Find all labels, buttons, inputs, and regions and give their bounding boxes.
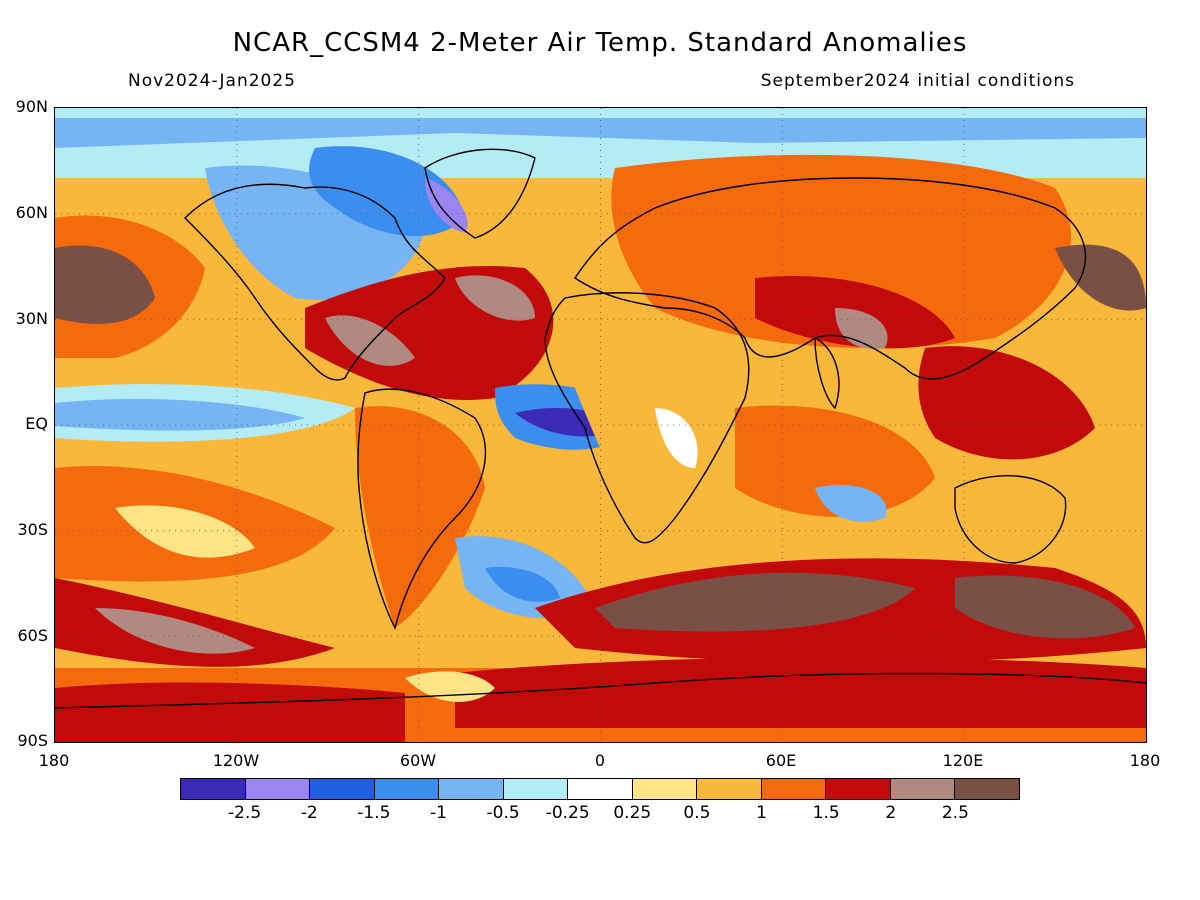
lon-label-60e: 60E — [765, 751, 797, 770]
colorbar-swatch — [181, 779, 246, 799]
colorbar-tick-label: -0.5 — [486, 803, 520, 823]
coastlines — [55, 148, 1146, 709]
colorbar-tick-label: 0.25 — [613, 803, 652, 823]
colorbar-tick-label: 0.5 — [683, 803, 711, 823]
lat-label-eq: EQ — [25, 414, 48, 433]
colorbar-tick-label: -1.5 — [357, 803, 391, 823]
colorbar — [180, 778, 1020, 800]
anomaly-map — [54, 107, 1147, 743]
graticule — [55, 108, 1146, 742]
colorbar-swatch — [310, 779, 375, 799]
lon-label-120e: 120E — [942, 751, 984, 770]
colorbar-tick-label: 2.5 — [941, 803, 969, 823]
colorbar-tick-label: 1 — [756, 803, 767, 823]
colorbar-tick-label: -2 — [300, 803, 318, 823]
colorbar-tick-label: -2.5 — [228, 803, 262, 823]
colorbar-tick-label: 1.5 — [812, 803, 840, 823]
chart-title: NCAR_CCSM4 2-Meter Air Temp. Standard An… — [232, 28, 968, 58]
colorbar-swatch — [761, 779, 827, 799]
colorbar-swatch — [568, 779, 633, 799]
colorbar-swatch — [374, 779, 440, 799]
colorbar-swatch — [245, 779, 311, 799]
anomaly-field — [55, 108, 1146, 742]
initial-conditions: September2024 initial conditions — [760, 71, 1075, 91]
colorbar-swatch — [890, 779, 956, 799]
colorbar-tick-label: -0.25 — [545, 803, 590, 823]
colorbar-swatch — [439, 779, 504, 799]
colorbar-tick-label: 2 — [885, 803, 897, 823]
lon-label-0: 0 — [594, 751, 606, 770]
colorbar-swatch — [503, 779, 569, 799]
lat-label-30n: 30N — [15, 309, 48, 328]
lon-label-180w: 180 — [38, 751, 70, 770]
colorbar-swatch — [826, 779, 891, 799]
colorbar-swatch — [632, 779, 698, 799]
lat-label-90s: 90S — [17, 731, 48, 750]
colorbar-swatch — [955, 779, 1019, 799]
lat-label-30s: 30S — [17, 520, 48, 539]
lon-label-60w: 60W — [399, 751, 437, 770]
colorbar-tick-label: -1 — [429, 803, 447, 823]
lat-label-60n: 60N — [15, 203, 48, 222]
lat-label-90n: 90N — [15, 97, 48, 116]
lon-label-120w: 120W — [212, 751, 260, 770]
colorbar-swatch — [697, 779, 762, 799]
forecast-period: Nov2024-Jan2025 — [128, 71, 296, 91]
lat-label-60s: 60S — [17, 626, 48, 645]
lon-label-180e: 180 — [1129, 751, 1161, 770]
